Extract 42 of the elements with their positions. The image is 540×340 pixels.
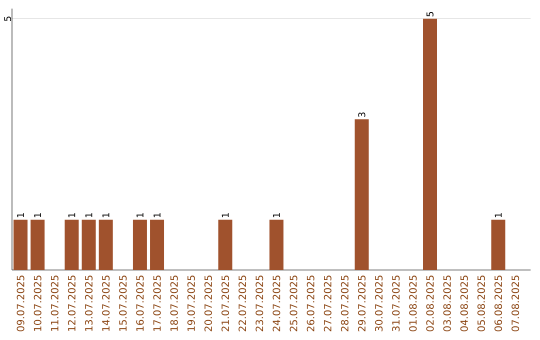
- x-tick-label: 22.07.2025: [238, 276, 246, 332]
- x-tick-label: 30.07.2025: [375, 276, 383, 332]
- x-tick-label: 18.07.2025: [170, 276, 178, 331]
- data-label: 1: [102, 213, 110, 218]
- data-label: 1: [17, 213, 24, 218]
- x-tick-label: 15.07.2025: [119, 276, 127, 331]
- x-tick-label: 19.07.2025: [187, 276, 195, 331]
- x-tick-label: 09.07.2025: [16, 276, 24, 332]
- x-tick-label: 28.07.2025: [340, 276, 348, 332]
- x-tick-label: 11.07.2025: [50, 276, 58, 331]
- data-label: 3: [358, 112, 366, 117]
- data-label: 1: [222, 213, 229, 218]
- x-tick-label: 01.08.2025: [409, 276, 417, 332]
- x-tick-label: 10.07.2025: [34, 276, 42, 331]
- data-label: 1: [34, 213, 41, 218]
- x-tick-label: 24.07.2025: [272, 276, 280, 332]
- x-tick-label: 25.07.2025: [290, 276, 298, 332]
- x-tick-label: 26.07.2025: [306, 276, 314, 332]
- data-label: 1: [154, 213, 160, 218]
- x-tick-label: 05.08.2025: [477, 276, 485, 332]
- data-label: 1: [273, 213, 280, 218]
- data-label: 1: [494, 213, 502, 218]
- x-tick-label: 29.07.2025: [358, 276, 366, 332]
- x-tick-label: 02.08.2025: [426, 276, 434, 332]
- x-tick-label: 17.07.2025: [153, 276, 161, 331]
- x-tick-label: 16.07.2025: [136, 276, 144, 331]
- x-tick-label: 03.08.2025: [443, 276, 451, 332]
- x-tick-label: 07.08.2025: [512, 276, 520, 332]
- data-label: 1: [85, 213, 92, 218]
- x-tick-label: 20.07.2025: [204, 276, 212, 332]
- x-tick-label: 31.07.2025: [392, 276, 400, 332]
- x-tick-label: 12.07.2025: [68, 276, 76, 331]
- x-tick-label: 13.07.2025: [84, 276, 93, 331]
- data-label: 5: [426, 12, 434, 16]
- x-tick-label: 27.07.2025: [324, 276, 332, 332]
- data-label: 1: [136, 213, 144, 218]
- x-tick-label: 04.08.2025: [460, 276, 468, 332]
- x-tick-label: 23.07.2025: [256, 276, 264, 332]
- x-tick-label: 14.07.2025: [102, 276, 110, 331]
- data-label: 1: [68, 213, 76, 218]
- x-tick-label: 21.07.2025: [221, 276, 230, 332]
- x-tick-label: 06.08.2025: [494, 276, 502, 332]
